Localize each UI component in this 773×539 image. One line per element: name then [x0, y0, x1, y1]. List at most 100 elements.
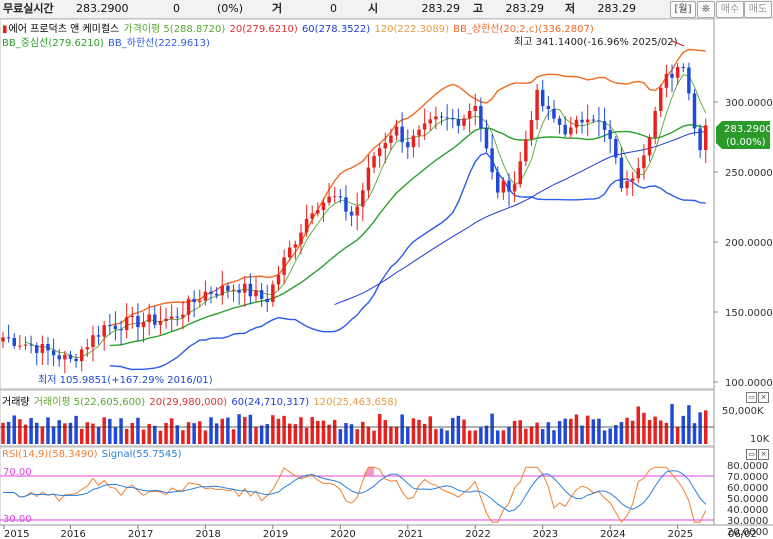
high-annotation: 최고 341.1400(-16.96% 2025/02) [514, 36, 678, 48]
volume-bar [214, 423, 219, 444]
candle-body [383, 142, 388, 149]
sell-button[interactable]: 매도 [744, 1, 772, 18]
rsi-legend-rsi[interactable]: RSI(14,9)(58.3490) [2, 449, 98, 460]
candle-body [338, 196, 343, 198]
volume-bar [659, 420, 663, 444]
volume-bar [332, 419, 337, 444]
volume-bar [647, 420, 652, 444]
legend-ma20[interactable]: 20(279.6210) [229, 24, 298, 35]
rsi-panel-control-icon[interactable]: ▭ [746, 449, 757, 460]
volume-legend-ma60[interactable]: 60(24,710,317) [231, 397, 310, 408]
rsi-axis-tick: 20.0000 [727, 527, 768, 538]
volume-panel-control-icon[interactable]: ▭ [746, 392, 757, 403]
candle-body [51, 350, 56, 356]
candle-body [79, 349, 84, 362]
year-label: 2019 [263, 529, 288, 539]
candle-body [524, 139, 528, 162]
candle-body [12, 337, 16, 346]
candle-body [552, 109, 556, 119]
candle-body [113, 325, 118, 330]
rsi-panel-close-icon[interactable]: × [758, 449, 769, 460]
rsi-axis-tick: 70.0000 [727, 472, 768, 483]
candle-body [141, 322, 146, 328]
legend-ma120[interactable]: 120(222.3089) [374, 24, 449, 35]
volume-bar [529, 426, 534, 444]
volume-bar [276, 418, 281, 444]
candle-body [186, 298, 191, 315]
volume-bar [580, 425, 584, 444]
year-label: 2018 [195, 529, 220, 539]
volume-bar [574, 414, 579, 444]
price-axis-tick: 100.0000 [725, 378, 773, 389]
legend-ma5[interactable]: 가격이평 5(288.8720) [123, 24, 226, 35]
volume-bar [299, 417, 303, 444]
low-value: 283.29 [597, 2, 637, 15]
volume-bar [1, 422, 5, 444]
volume-legend-label: 거래량 [2, 397, 30, 408]
volume-bar [546, 422, 551, 444]
candle-body [63, 354, 67, 360]
price-axis: 300.0000 250.0000 200.0000 150.0000 100.0000 [714, 98, 773, 389]
rsi-signal-line [3, 470, 707, 512]
candle-body [6, 337, 11, 339]
volume-bar [181, 430, 185, 444]
candle-body [670, 73, 674, 78]
rsi-legend-signal[interactable]: Signal(55.7545) [101, 449, 182, 460]
candle-body [422, 123, 427, 130]
candle-body [451, 118, 455, 120]
candle-body [243, 283, 247, 293]
candle-body [248, 283, 253, 297]
volume-bar [68, 422, 73, 444]
candle-body [85, 347, 90, 350]
volume-bar [456, 415, 461, 444]
legend-bb-upper[interactable]: BB_상한선(20,2,c)(336.2807) [453, 24, 594, 35]
volume-bar [569, 418, 573, 444]
volume-legend-ma20[interactable]: 20(29,980,000) [149, 397, 228, 408]
candle-body [57, 355, 61, 360]
volume-bar [675, 427, 680, 444]
volume-bar [91, 423, 95, 444]
candle-body [40, 344, 45, 353]
period-month-button[interactable]: [월] [670, 1, 696, 18]
volume-bar [124, 428, 129, 444]
volume-bar [164, 422, 168, 444]
candle-body [456, 118, 461, 126]
rsi-upper-level-label: 70.00 [3, 467, 32, 478]
candlesticks [1, 62, 708, 374]
candle-body [664, 73, 669, 88]
volume-bar [63, 423, 67, 444]
volume-bar [158, 430, 163, 444]
candle-body [619, 157, 624, 189]
volume-bar [79, 428, 84, 444]
candle-body [344, 197, 348, 212]
settings-button[interactable]: ❊ [697, 1, 715, 18]
volume-bar [85, 422, 90, 444]
candle-body [479, 105, 483, 128]
candle-body [96, 335, 101, 337]
candle-body [484, 127, 489, 149]
legend-bb-lower[interactable]: BB_하한선(222.9613) [108, 38, 210, 49]
candle-body [546, 106, 551, 110]
volume-bar [653, 416, 657, 444]
volume-legend-ma5[interactable]: 거래이평 5(22,605,600) [33, 397, 146, 408]
volume-bar [411, 418, 416, 444]
candle-body [282, 257, 286, 275]
bb-lower-line [109, 152, 706, 371]
candle-body [23, 344, 28, 346]
volume-bar [439, 428, 444, 444]
candle-body [198, 300, 202, 303]
candle-body [507, 180, 511, 192]
candle-body [614, 138, 618, 158]
legend-ma60[interactable]: 60(278.3522) [301, 24, 371, 35]
volume-bar [265, 424, 269, 444]
volume-panel-close-icon[interactable]: × [758, 392, 769, 403]
legend-bb-mid[interactable]: BB_중심선(279.6210) [2, 38, 104, 49]
volume-bar [383, 420, 388, 444]
candle-body [659, 87, 663, 111]
buy-button[interactable]: 매수 [716, 1, 744, 18]
volume-bar [366, 426, 371, 444]
candle-body [704, 125, 708, 150]
volume-legend-ma120[interactable]: 120(25,463,658) [313, 397, 398, 408]
volume-bar [141, 429, 146, 444]
